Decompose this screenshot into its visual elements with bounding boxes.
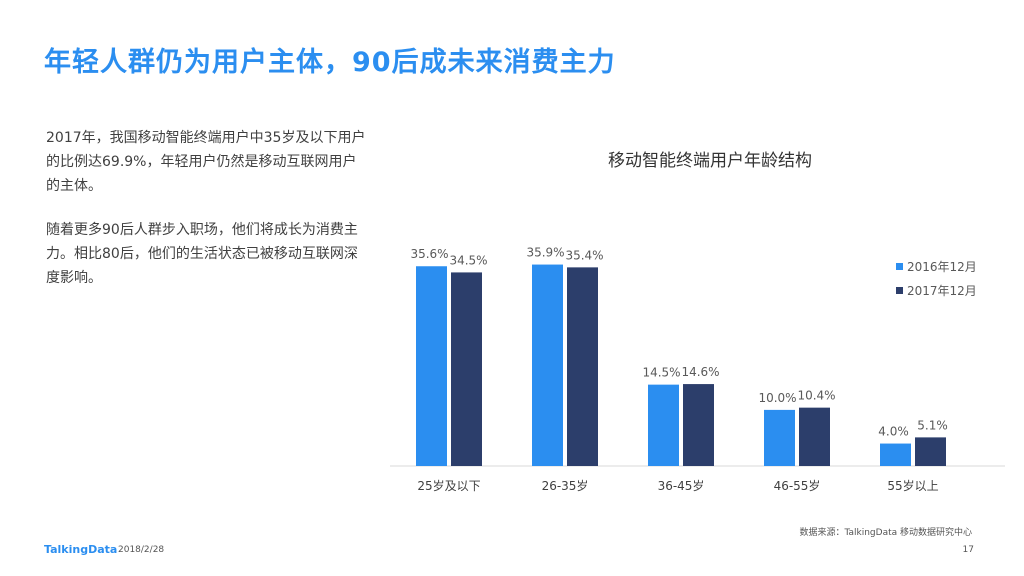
data-source-note: 数据来源：TalkingData 移动数据研究中心 bbox=[799, 528, 972, 538]
data-label: 35.9% bbox=[526, 246, 564, 260]
legend-label: 2017年12月 bbox=[907, 284, 977, 298]
bar-series1-1 bbox=[532, 264, 563, 466]
x-tick-label: 26-35岁 bbox=[542, 478, 589, 493]
x-tick-label: 36-45岁 bbox=[658, 478, 705, 493]
bar-series2-4 bbox=[915, 437, 946, 466]
data-label: 5.1% bbox=[917, 418, 948, 432]
bar-series2-3 bbox=[799, 407, 830, 466]
legend-swatch bbox=[896, 287, 903, 294]
bar-series2-1 bbox=[567, 267, 598, 466]
data-label: 4.0% bbox=[878, 425, 909, 439]
data-label: 14.6% bbox=[681, 365, 719, 379]
bar-series1-2 bbox=[648, 384, 679, 466]
legend-label: 2016年12月 bbox=[907, 260, 977, 274]
bar-series1-3 bbox=[764, 409, 795, 466]
x-tick-label: 46-55岁 bbox=[774, 478, 821, 493]
bar-series2-0 bbox=[451, 272, 482, 466]
bar-series1-0 bbox=[416, 266, 447, 466]
legend-swatch bbox=[896, 263, 903, 270]
data-label: 35.6% bbox=[410, 247, 448, 261]
data-label: 35.4% bbox=[565, 248, 603, 262]
page-number: 17 bbox=[962, 545, 974, 555]
chart-title: 移动智能终端用户年龄结构 bbox=[608, 151, 812, 171]
x-tick-label: 55岁以上 bbox=[887, 478, 938, 493]
data-label: 34.5% bbox=[449, 253, 487, 267]
data-label: 14.5% bbox=[642, 366, 680, 380]
data-label: 10.0% bbox=[758, 391, 796, 405]
x-tick-label: 25岁及以下 bbox=[417, 478, 480, 493]
brand-logo: TalkingData bbox=[44, 543, 118, 556]
page-title: 年轻人群仍为用户主体，90后成未来消费主力 bbox=[44, 47, 616, 78]
summary-paragraph-2: 随着更多90后人群步入职场，他们将成长为消费主力。相比80后，他们的生活状态已被… bbox=[46, 222, 358, 286]
data-label: 10.4% bbox=[797, 389, 835, 403]
summary-paragraph-1: 2017年，我国移动智能终端用户中35岁及以下用户的比例达69.9%，年轻用户仍… bbox=[46, 130, 366, 194]
bar-series1-4 bbox=[880, 443, 911, 466]
bar-series2-2 bbox=[683, 384, 714, 466]
report-date: 2018/2/28 bbox=[118, 545, 165, 555]
